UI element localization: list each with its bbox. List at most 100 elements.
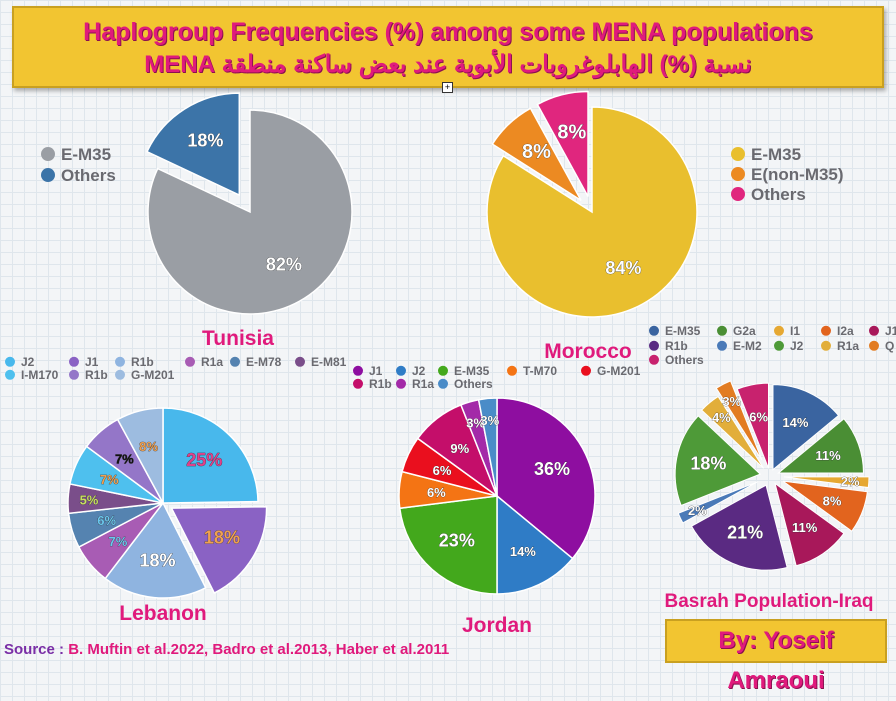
- slice-data-label: 18%: [204, 528, 240, 548]
- legend-swatch: [353, 365, 363, 376]
- slice-data-label: 3%: [722, 394, 741, 409]
- slice-data-label: 6%: [427, 485, 446, 500]
- legend-swatch: [115, 356, 125, 367]
- legend-label: Others: [665, 353, 704, 367]
- slice-data-label: 11%: [815, 448, 841, 463]
- slice-data-label: 3%: [466, 416, 485, 431]
- source-label: Source :: [4, 641, 65, 658]
- legend-label: E-M35: [665, 324, 701, 338]
- chart-title: Jordan: [462, 614, 532, 637]
- slice-data-label: 84%: [605, 258, 641, 278]
- pie-slice-i1: [783, 476, 870, 489]
- slice-data-label: 18%: [139, 551, 175, 571]
- legend-label: T-M70: [523, 364, 557, 378]
- slice-data-label: 36%: [534, 459, 570, 479]
- legend-label: E(non-M35): [751, 165, 844, 184]
- slice-data-label: 2%: [841, 474, 860, 489]
- pie-slice-r1b: [690, 484, 788, 571]
- source-text: B. Muftin et al.2022, Badro et al.2013, …: [68, 641, 450, 658]
- legend-label: R1b: [665, 339, 688, 353]
- legend-label: Q: [885, 339, 894, 353]
- legend-swatch: [438, 365, 448, 376]
- pie-charts: 82% E-M35 18% Others Tunisia 84% E-M35 8% E(non-…: [5, 90, 896, 637]
- slice-data-label: 5%: [80, 493, 99, 508]
- legend-label: J2: [412, 364, 426, 378]
- legend-swatch: [821, 325, 831, 336]
- slice-data-label: 9%: [450, 441, 469, 456]
- legend-label: G-M201: [597, 364, 641, 378]
- legend-swatch: [115, 369, 125, 380]
- pie-slice-r1b: [104, 501, 207, 599]
- slice-data-label: 18%: [690, 453, 726, 473]
- pie-slice-others: [477, 397, 498, 497]
- slice-data-label: 18%: [187, 131, 223, 151]
- slice-data-label: 8%: [557, 121, 586, 143]
- pie-morocco: 84% E-M35 8% E(non-M35) 8% Others Morocco: [486, 90, 844, 363]
- pie-slice-e-m35: [486, 106, 698, 318]
- legend-swatch: [869, 325, 879, 336]
- slice-data-label: 6%: [97, 513, 116, 528]
- pie-slice-others: [536, 90, 589, 197]
- pie-slice-r1a: [700, 395, 765, 469]
- legend-label: J1: [885, 324, 896, 338]
- legend-swatch: [507, 365, 517, 376]
- slice-data-label: 23%: [439, 531, 475, 551]
- pie-slice-others: [145, 92, 241, 197]
- legend-swatch: [731, 167, 745, 182]
- pie-slice-e-m35: [398, 495, 498, 595]
- slice-data-label: 6%: [433, 463, 452, 478]
- chart-title: Morocco: [544, 340, 632, 363]
- legend-swatch: [869, 340, 879, 351]
- slice-data-label: 8%: [522, 141, 551, 163]
- pie-slice-j1: [774, 482, 845, 567]
- pie-slice-e-non-m35-: [491, 107, 582, 201]
- legend-swatch: [41, 147, 55, 162]
- slice-data-label: 14%: [510, 544, 536, 559]
- legend-swatch: [396, 365, 406, 376]
- legend-swatch: [731, 147, 745, 162]
- legend-swatch: [230, 356, 240, 367]
- legend-label: E-M2: [733, 339, 762, 353]
- legend-swatch: [774, 340, 784, 351]
- slice-data-label: 3%: [480, 413, 499, 428]
- pie-slice-e-m2: [677, 481, 758, 524]
- legend-label: E-M35: [454, 364, 490, 378]
- legend-swatch: [649, 340, 659, 351]
- pie-slice-j2: [674, 415, 762, 507]
- title-banner: Haplogroup Frequencies (%) among some ME…: [12, 6, 884, 88]
- pie-slice-g2a: [777, 418, 864, 474]
- legend-swatch: [41, 168, 55, 183]
- slice-data-label: 7%: [115, 452, 134, 467]
- pie-lebanon: 25% J2 18% J1 18% R1b 7% R1a 6% E-M78 5% E-M81 7% I-M…: [5, 355, 347, 625]
- title-english: Haplogroup Frequencies (%) among some ME…: [83, 18, 813, 46]
- legend-swatch: [438, 378, 448, 389]
- slice-data-label: 25%: [186, 450, 222, 470]
- legend-swatch: [731, 187, 745, 202]
- pie-slice-i2a: [782, 480, 868, 532]
- slice-data-label: 6%: [749, 409, 768, 424]
- legend-swatch: [717, 340, 727, 351]
- pie-slice-j1: [496, 397, 596, 560]
- source-note: Source : B. Muftin et al.2022, Badro et …: [4, 641, 449, 658]
- legend-swatch: [69, 369, 79, 380]
- slice-data-label: 21%: [727, 523, 763, 543]
- legend-label: J1: [85, 355, 99, 369]
- legend-swatch: [581, 365, 591, 376]
- legend-swatch: [774, 325, 784, 336]
- slice-data-label: 82%: [266, 254, 302, 274]
- chart-title: Tunisia: [202, 327, 274, 350]
- legend-label: I-M170: [21, 368, 59, 382]
- pie-slice-q: [715, 380, 763, 461]
- legend-label: R1b: [369, 377, 392, 391]
- legend-swatch: [69, 356, 79, 367]
- pie-slice-j2: [162, 407, 259, 504]
- chart-title: Lebanon: [119, 602, 207, 625]
- legend-label: G2a: [733, 324, 756, 338]
- legend-swatch: [5, 369, 15, 380]
- legend-label: J1: [369, 364, 383, 378]
- expand-handle-icon[interactable]: +: [442, 82, 453, 93]
- legend-label: I1: [790, 324, 800, 338]
- legend-swatch: [649, 325, 659, 336]
- pie-basrah-population-iraq: 14% E-M35 11% G2a 2% I1 8% I2a 11% J1 21% R1b 2% E-M2…: [649, 324, 896, 612]
- pie-tunisia: 82% E-M35 18% Others Tunisia: [41, 92, 353, 350]
